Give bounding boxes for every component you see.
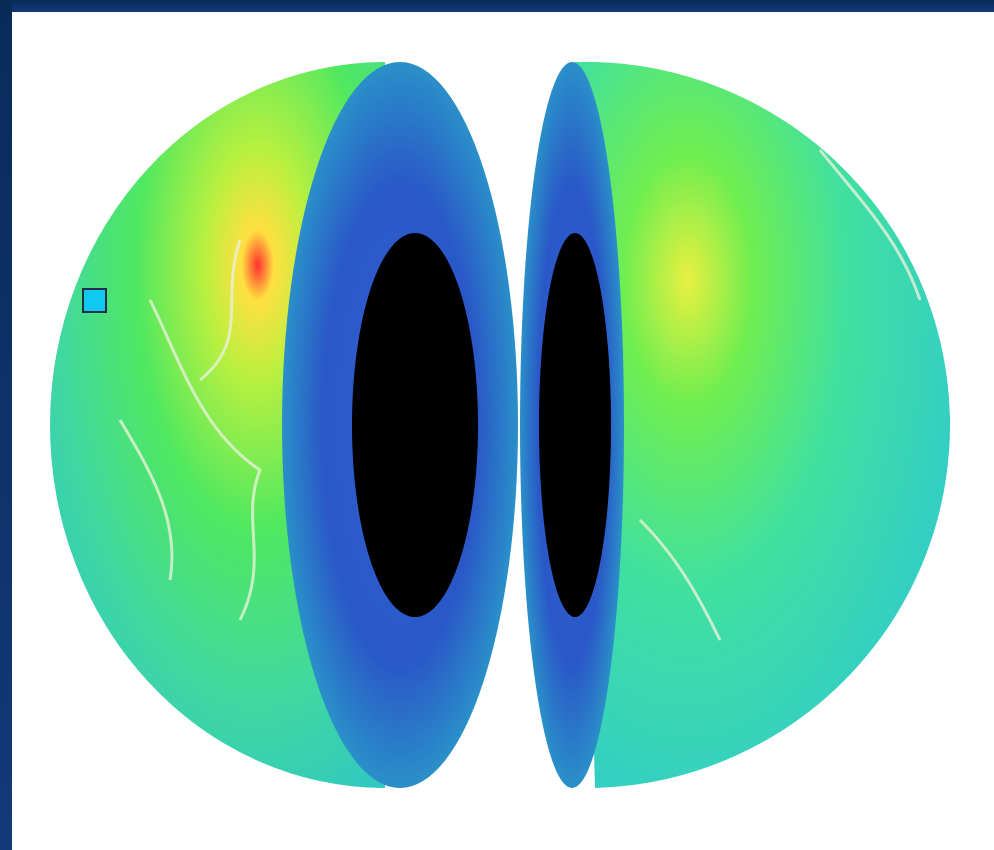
coastlines xyxy=(638,149,922,641)
right-core xyxy=(539,233,611,617)
frame-top xyxy=(0,0,994,12)
left-core xyxy=(352,233,478,617)
coastlines xyxy=(118,239,262,621)
frame-left xyxy=(0,0,12,850)
right-hemisphere-surface xyxy=(575,61,951,789)
marker-square xyxy=(82,288,107,313)
